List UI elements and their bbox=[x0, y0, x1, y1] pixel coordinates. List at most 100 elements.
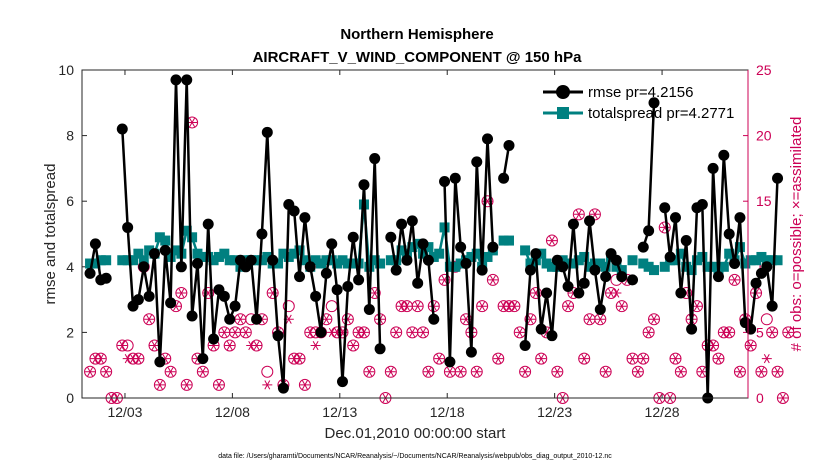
rmse-point bbox=[369, 153, 381, 165]
obs-possible-point bbox=[545, 234, 558, 247]
totalspread-point bbox=[638, 258, 649, 269]
totalspread-point bbox=[294, 245, 305, 256]
obs-assimilated-point bbox=[348, 340, 359, 351]
totalspread-point bbox=[187, 232, 198, 243]
totalspread-point bbox=[144, 245, 155, 256]
obs-possible-point bbox=[648, 313, 661, 326]
rmse-point bbox=[487, 241, 499, 253]
rmse-point bbox=[557, 261, 569, 273]
rmse-point bbox=[304, 261, 316, 273]
obs-assimilated-point bbox=[713, 354, 724, 364]
obs-assimilated-point bbox=[401, 301, 412, 311]
rmse-point bbox=[84, 267, 96, 279]
obs-possible-point bbox=[524, 313, 537, 326]
obs-assimilated-point bbox=[412, 301, 423, 311]
obs-possible-point bbox=[486, 273, 499, 286]
rmse-point bbox=[208, 333, 220, 345]
totalspread-point bbox=[289, 248, 300, 259]
rmse-point bbox=[659, 202, 671, 214]
totalspread-point bbox=[117, 255, 128, 266]
rmse-point bbox=[100, 272, 112, 284]
rmse-point bbox=[138, 261, 150, 273]
totalspread-point bbox=[160, 235, 171, 246]
rmse-point bbox=[643, 225, 655, 237]
rmse-point bbox=[272, 330, 284, 342]
legend: rmse pr=4.2156 totalspread pr=4.2771 bbox=[543, 84, 734, 122]
rmse-point bbox=[772, 172, 784, 184]
y-tick-label: 8 bbox=[66, 128, 74, 144]
rmse-point bbox=[444, 356, 456, 368]
totalspread-point bbox=[600, 261, 611, 272]
legend-spread-marker bbox=[557, 107, 569, 119]
obs-assimilated-point bbox=[563, 301, 574, 311]
totalspread-point bbox=[192, 248, 203, 259]
obs-possible-point bbox=[417, 326, 430, 339]
obs-assimilated-point bbox=[777, 393, 788, 403]
rmse-point bbox=[170, 74, 182, 86]
totalspread-point bbox=[213, 251, 224, 262]
totalspread-point bbox=[691, 255, 702, 266]
y-tick-label: 10 bbox=[58, 62, 74, 78]
legend-spread-label: totalspread pr=4.2771 bbox=[588, 105, 734, 122]
totalspread-point bbox=[332, 258, 343, 269]
obs-possible-point bbox=[438, 273, 451, 286]
totalspread-point bbox=[708, 261, 719, 272]
obs-assimilated-point bbox=[385, 367, 396, 377]
rmse-point bbox=[476, 264, 488, 276]
obs-possible-point bbox=[84, 365, 97, 378]
rmse-point bbox=[428, 313, 440, 325]
obs-assimilated-point bbox=[101, 367, 112, 377]
obs-possible-point bbox=[196, 365, 209, 378]
rmse-point bbox=[471, 156, 483, 168]
rmse-point bbox=[363, 303, 375, 315]
rmse-point bbox=[524, 264, 536, 276]
obs-assimilated-point bbox=[471, 367, 482, 377]
rmse-point bbox=[390, 264, 402, 276]
obs-possible-point bbox=[347, 339, 360, 352]
rmse-point bbox=[455, 241, 467, 253]
obs-assimilated-point bbox=[144, 314, 155, 324]
obs-possible-point bbox=[481, 195, 494, 208]
y-tick-label: 2 bbox=[66, 324, 74, 340]
x-tick-label: 12/28 bbox=[645, 404, 680, 420]
obs-assimilated-point bbox=[214, 380, 224, 390]
totalspread-point bbox=[444, 261, 455, 272]
rmse-point bbox=[358, 179, 370, 191]
rmse-point bbox=[745, 323, 757, 335]
obs-assimilated-point bbox=[627, 354, 638, 364]
obs-assimilated-point bbox=[547, 235, 557, 246]
totalspread-point bbox=[101, 255, 112, 266]
obs-assimilated-point bbox=[305, 327, 316, 337]
obs-assimilated-point bbox=[595, 314, 606, 324]
obs-assimilated-point bbox=[584, 314, 595, 324]
obs-assimilated-point bbox=[95, 354, 106, 364]
obs-possible-point bbox=[744, 339, 757, 352]
totalspread-point bbox=[434, 248, 445, 259]
totalspread-point bbox=[627, 255, 638, 266]
totalspread-point bbox=[316, 258, 327, 269]
totalspread-point bbox=[563, 258, 574, 269]
rmse-point bbox=[288, 205, 300, 217]
totalspread-point bbox=[740, 258, 751, 269]
rmse-point bbox=[562, 280, 574, 292]
totalspread-point bbox=[751, 255, 762, 266]
rmse-line bbox=[663, 155, 779, 399]
obs-assimilated-point bbox=[477, 301, 488, 311]
rmse-point bbox=[122, 221, 134, 233]
obs-assimilated-point bbox=[734, 367, 745, 377]
totalspread-point bbox=[273, 258, 284, 269]
obs-assimilated-point bbox=[729, 275, 740, 285]
totalspread-point bbox=[219, 248, 230, 259]
totalspread-point bbox=[326, 255, 337, 266]
rmse-point bbox=[353, 274, 365, 286]
totalspread-point bbox=[772, 255, 783, 266]
obs-assimilated-point bbox=[224, 340, 235, 351]
rmse-point bbox=[503, 139, 515, 151]
rmse-point bbox=[482, 133, 494, 145]
rmse-line bbox=[443, 138, 495, 362]
rmse-point bbox=[696, 198, 708, 210]
obs-possible-point bbox=[384, 365, 397, 378]
rmse-point bbox=[707, 162, 719, 174]
chart-subtitle: AIRCRAFT_V_WIND_COMPONENT @ 150 hPa bbox=[253, 49, 583, 66]
